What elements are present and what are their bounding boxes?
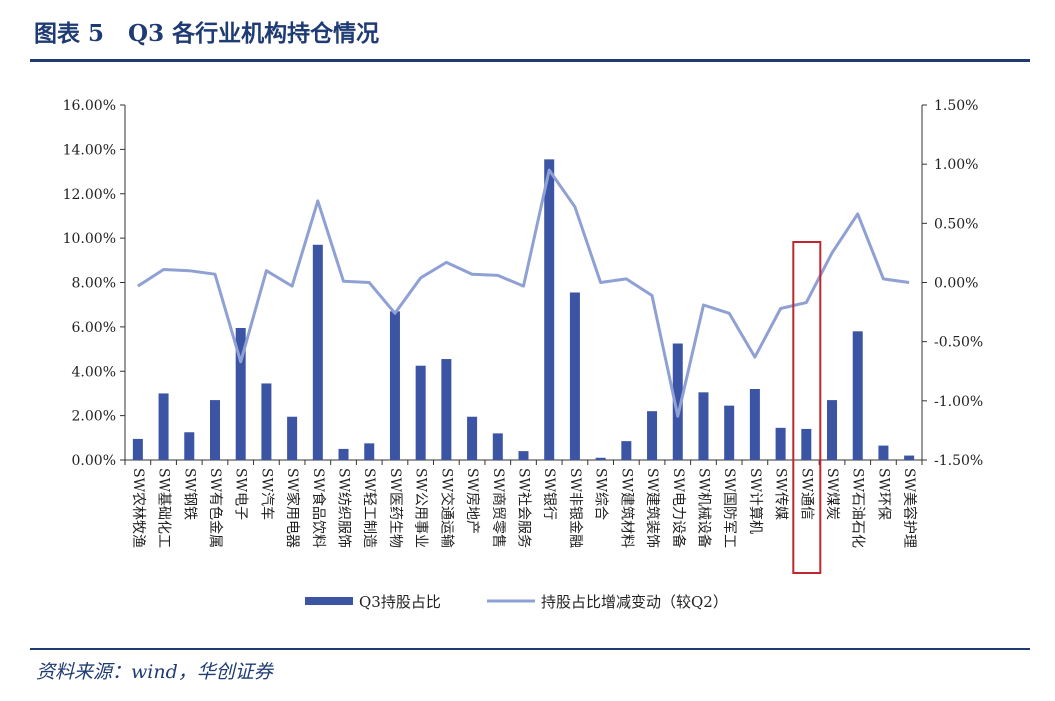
highlight-rect [792, 241, 822, 574]
title-divider [30, 59, 1030, 62]
right-axis-tick-label: 1.00% [934, 157, 978, 173]
x-axis-label: SW交通运输 [438, 468, 455, 548]
bar-series [132, 159, 915, 460]
bar [775, 427, 786, 460]
x-axis-label: SW食品饮料 [310, 468, 327, 548]
bar [878, 445, 889, 460]
x-axis-label: SW电力设备 [670, 468, 687, 548]
footer-divider [30, 648, 1030, 650]
bar [672, 343, 683, 460]
bar [338, 448, 349, 460]
x-axis-label: SW商贸零售 [490, 468, 506, 548]
x-axis-label: SW建筑材料 [618, 468, 634, 548]
bar [209, 400, 220, 460]
x-axis-label: SW非银金融 [567, 468, 583, 548]
left-axis-tick-label: 2.00% [72, 409, 116, 425]
bar [261, 383, 272, 460]
bar [389, 311, 400, 460]
legend-line-label: 持股占比增减变动（较Q2） [541, 593, 728, 611]
x-axis-label: SW电子 [233, 468, 249, 520]
left-axis-tick-label: 6.00% [72, 320, 116, 336]
x-axis-label: SW纺织服饰 [336, 468, 352, 548]
bar [184, 432, 195, 460]
line-series [137, 168, 910, 418]
bar [724, 405, 735, 460]
right-axis-tick-label: -0.50% [934, 335, 983, 351]
legend-bar-label: Q3持股占比 [359, 593, 441, 611]
x-axis-label: SW计算机 [747, 468, 763, 534]
x-axis-label: SW农林牧渔 [130, 468, 146, 548]
bar [287, 416, 298, 460]
x-axis-label: SW综合 [593, 468, 609, 520]
bar [441, 359, 452, 460]
bar [492, 433, 503, 460]
bar [595, 457, 606, 460]
bar [647, 411, 658, 460]
bar [544, 159, 555, 460]
x-axis-label: SW煤炭 [824, 468, 840, 520]
x-axis-label: SW汽车 [258, 468, 275, 520]
x-axis-label: SW建筑装饰 [644, 468, 660, 548]
x-axis-label: SW美容护理 [901, 468, 918, 548]
x-axis-labels: SW农林牧渔 SW基础化工 SW钢铁 SW有色金属 SW电子 SW汽车 SW家用电器 SW食品… [130, 468, 918, 548]
left-axis-tick-label: 8.00% [72, 276, 116, 292]
bar [801, 428, 812, 460]
right-axis: -1.50% -1.00% -0.50% 0.00% 0.50% 1.00% 1.50% [921, 98, 983, 469]
bar [569, 292, 580, 460]
legend-bar-swatch [305, 597, 353, 605]
x-axis-label: SW钢铁 [181, 468, 197, 520]
bar [698, 392, 709, 460]
bar [904, 455, 915, 460]
bar [132, 438, 143, 460]
x-axis-label: SW医药生物 [387, 468, 403, 548]
right-axis-tick-label: -1.00% [934, 394, 983, 410]
left-axis-tick-label: 16.00% [63, 98, 116, 114]
left-axis-tick-label: 10.00% [63, 231, 116, 247]
x-axis-label: SW国防军工 [721, 468, 737, 548]
x-axis-label: SW有色金属 [207, 468, 224, 548]
x-axis-label: SW轻工制造 [361, 468, 377, 548]
bar [749, 389, 760, 460]
highlight-box [792, 241, 822, 574]
left-axis-tick-label: 12.00% [63, 187, 116, 203]
x-axis-label: SW石油石化 [850, 468, 866, 548]
bar [415, 365, 426, 460]
x-axis-label: SW机械设备 [695, 468, 712, 548]
bar [364, 443, 375, 460]
x-axis-label: SW家用电器 [284, 468, 301, 548]
right-axis-tick-label: 0.50% [934, 216, 978, 232]
bar [852, 331, 863, 460]
right-axis-tick-label: 1.50% [934, 98, 978, 114]
bar [518, 451, 529, 460]
x-axis-label: SW环保 [875, 468, 891, 520]
x-axis-label: SW公用事业 [413, 468, 429, 548]
source-note: 资料来源：wind，华创证券 [36, 661, 273, 683]
x-axis-label: SW通信 [798, 468, 814, 520]
x-axis-label: SW基础化工 [156, 468, 173, 548]
x-axis-label: SW传媒 [773, 468, 789, 520]
right-axis-tick-label: 0.00% [934, 276, 978, 292]
x-axis-label: SW银行 [541, 468, 557, 520]
x-axis-label: SW房地产 [464, 468, 480, 534]
page-title: 图表 5 Q3 各行业机构持仓情况 [34, 20, 380, 47]
x-axis-label: SW社会服务 [516, 468, 532, 548]
legend: Q3持股占比 持股占比增减变动（较Q2） [305, 593, 728, 611]
left-axis-tick-label: 14.00% [63, 142, 116, 158]
left-axis-tick-label: 0.00% [72, 453, 116, 469]
bar [235, 327, 246, 460]
right-axis-tick-label: -1.50% [934, 453, 983, 469]
bar [621, 441, 632, 460]
bar [827, 400, 838, 460]
left-axis-tick-label: 4.00% [72, 364, 116, 380]
bar [467, 416, 478, 460]
bar [158, 393, 169, 460]
bar [312, 244, 323, 460]
